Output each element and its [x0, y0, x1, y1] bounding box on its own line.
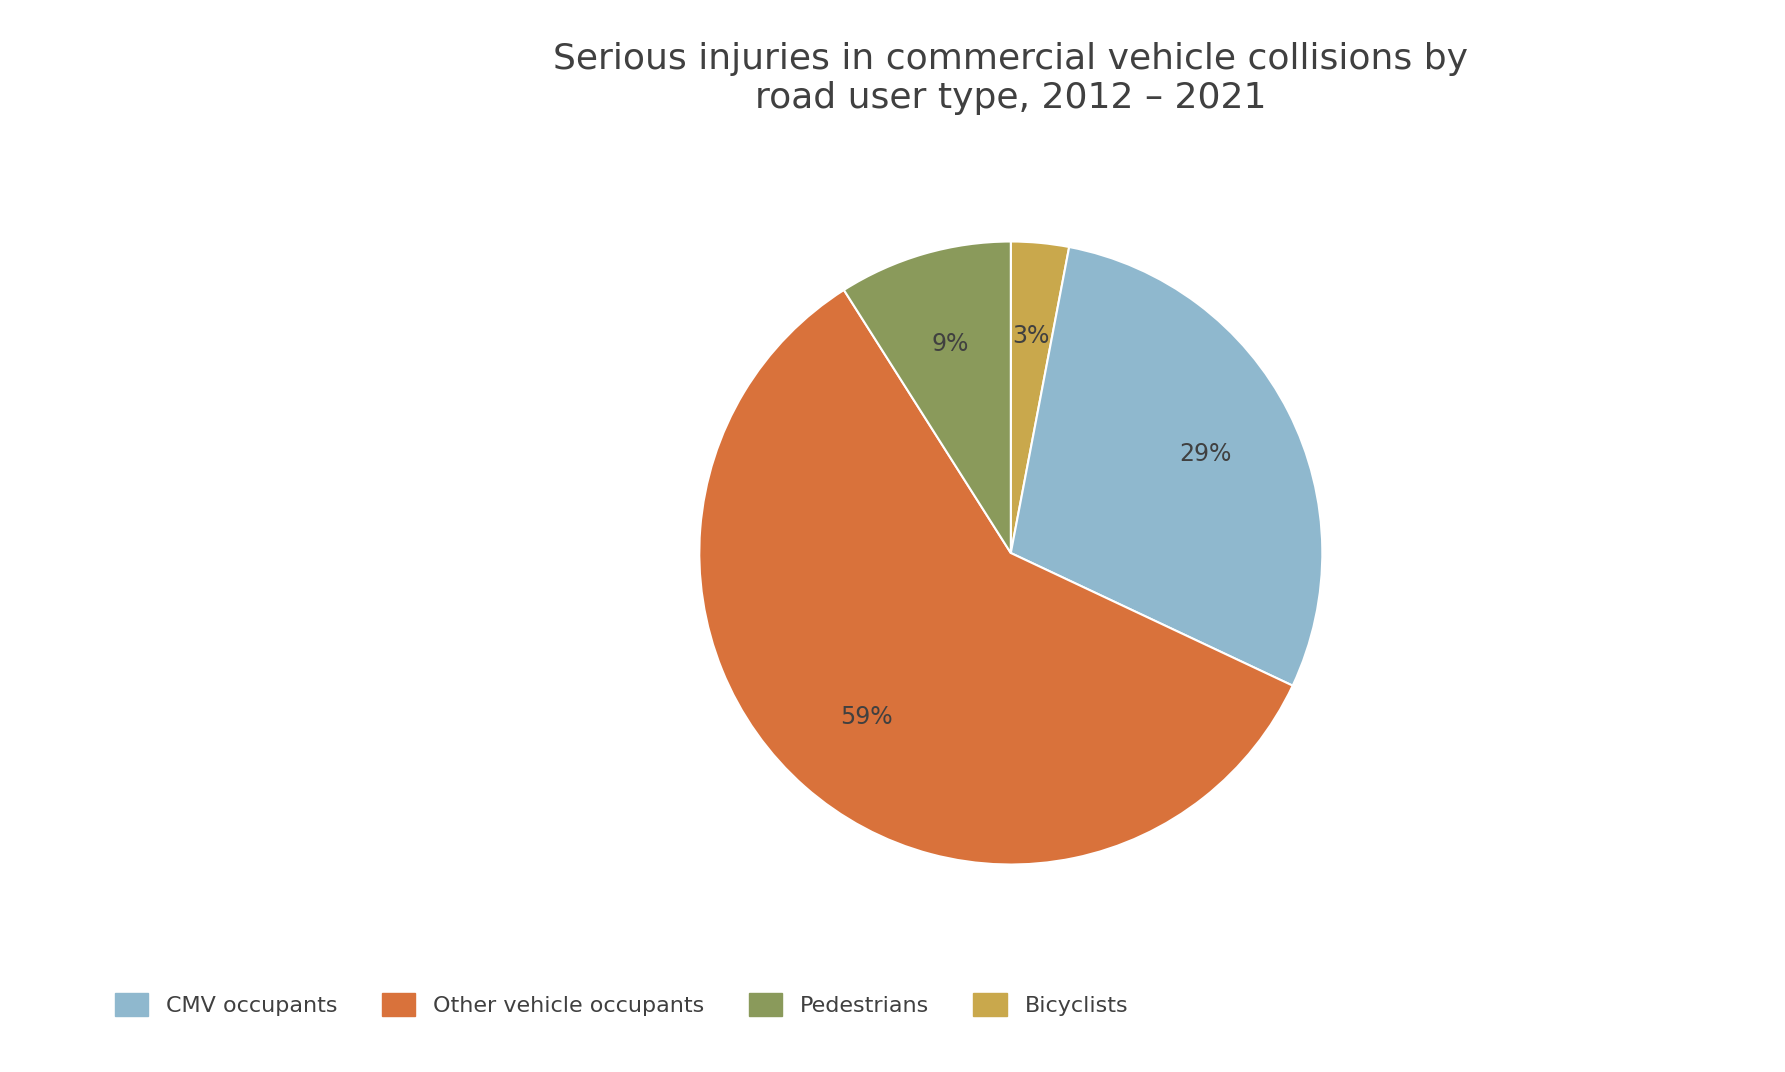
Legend: CMV occupants, Other vehicle occupants, Pedestrians, Bicyclists: CMV occupants, Other vehicle occupants, …: [105, 984, 1137, 1025]
Text: 29%: 29%: [1178, 442, 1232, 466]
Wedge shape: [1010, 241, 1069, 553]
Text: 59%: 59%: [841, 704, 892, 729]
Wedge shape: [700, 291, 1292, 864]
Wedge shape: [1010, 247, 1323, 686]
Text: 3%: 3%: [1012, 324, 1050, 348]
Wedge shape: [844, 241, 1010, 553]
Text: 9%: 9%: [932, 331, 969, 356]
Title: Serious injuries in commercial vehicle collisions by
road user type, 2012 – 2021: Serious injuries in commercial vehicle c…: [553, 42, 1469, 115]
